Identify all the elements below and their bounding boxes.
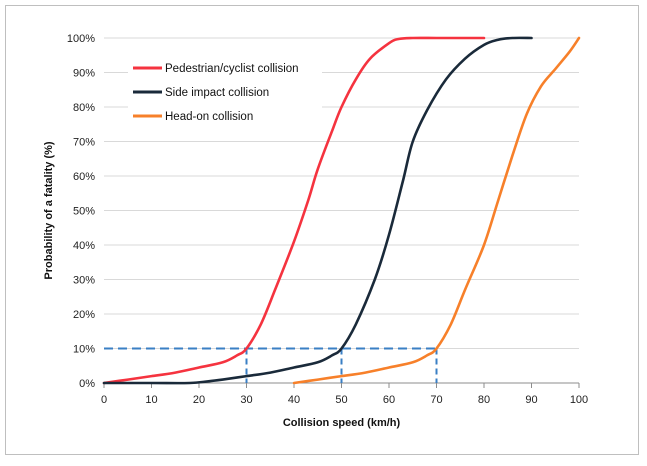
x-tick-label: 90 xyxy=(525,394,537,406)
series-line-0 xyxy=(102,36,486,385)
series-line-1 xyxy=(102,36,533,385)
legend: Pedestrian/cyclist collision Side impact … xyxy=(128,56,322,136)
threshold-annotation xyxy=(104,347,438,383)
x-tick-label: 0 xyxy=(101,394,107,406)
x-tick-label: 80 xyxy=(478,394,490,406)
series-line-2 xyxy=(292,36,581,385)
legend-label-2: Head-on collision xyxy=(165,111,253,123)
y-tick-labels: 0% 10% 20% 30% 40% 50% 60% 70% 80% 90% 100% xyxy=(67,33,95,390)
y-tick-label: 0% xyxy=(79,378,95,390)
x-tick-labels: 0 10 20 30 40 50 60 70 80 90 100 xyxy=(101,394,588,406)
x-tick-label: 30 xyxy=(240,394,252,406)
y-tick-label: 80% xyxy=(73,102,95,114)
y-axis-title: Probability of a fatality (%) xyxy=(43,141,55,279)
y-tick-label: 70% xyxy=(73,137,95,149)
legend-label-0: Pedestrian/cyclist collision xyxy=(165,63,299,75)
x-tick-label: 40 xyxy=(288,394,300,406)
x-axis-title: Collision speed (km/h) xyxy=(283,417,401,429)
series-lines xyxy=(102,36,581,385)
legend-label-1: Side impact collision xyxy=(165,87,269,99)
y-tick-label: 20% xyxy=(73,309,95,321)
x-tick-label: 20 xyxy=(193,394,205,406)
y-tick-label: 50% xyxy=(73,206,95,218)
x-tick-label: 100 xyxy=(570,394,588,406)
x-tick-label: 50 xyxy=(335,394,347,406)
y-tick-label: 30% xyxy=(73,275,95,287)
y-tick-label: 60% xyxy=(73,171,95,183)
x-tick-label: 70 xyxy=(430,394,442,406)
y-tick-label: 10% xyxy=(73,344,95,356)
y-tick-label: 40% xyxy=(73,240,95,252)
x-tick-label: 60 xyxy=(383,394,395,406)
y-tick-label: 90% xyxy=(73,68,95,80)
x-tick-label: 10 xyxy=(145,394,157,406)
y-tick-label: 100% xyxy=(67,33,95,45)
